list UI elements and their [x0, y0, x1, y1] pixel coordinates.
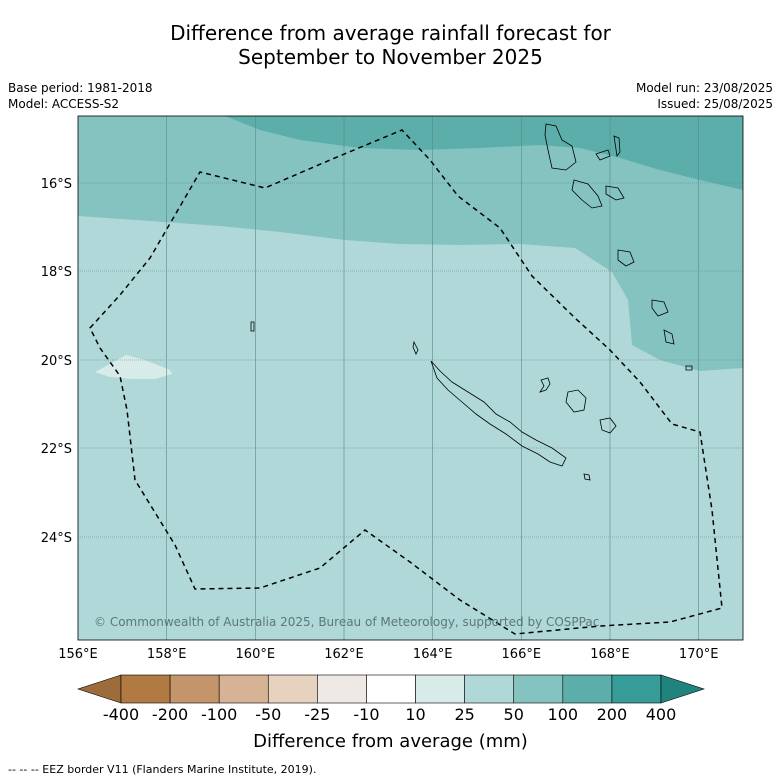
lon-label-166e: 166°E — [502, 647, 542, 662]
lon-label-158e: 158°E — [147, 647, 187, 662]
lon-label-164e: 164°E — [413, 647, 453, 662]
lat-label-16s: 16°S — [41, 177, 72, 192]
colorbar — [77, 674, 705, 704]
mare-island — [599, 417, 617, 434]
colorbar-swatch — [513, 674, 564, 704]
colorbar-title: Difference from average (mm) — [253, 731, 528, 752]
colorbar-swatch — [267, 674, 318, 704]
malekula-island — [571, 179, 603, 209]
colorbar-swatch — [120, 674, 171, 704]
epi-island — [605, 185, 625, 201]
new-caledonia-island — [430, 360, 567, 467]
lon-label-162e: 162°E — [324, 647, 364, 662]
lat-label-18s: 18°S — [41, 265, 72, 280]
ambrym-island — [595, 149, 611, 161]
lon-label-156e: 156°E — [58, 647, 98, 662]
model-name: Model: ACCESS-S2 — [8, 97, 120, 111]
colorbar-tick-label: -10 — [353, 705, 380, 724]
colorbar-swatch — [366, 674, 416, 704]
band-50-100 — [78, 116, 743, 371]
colorbar-swatch — [169, 674, 220, 704]
colorbar-tick-label: -100 — [201, 705, 238, 724]
lon-label-160e: 160°E — [236, 647, 276, 662]
colorbar-tick-label: -50 — [255, 705, 282, 724]
colorbar-extend-low — [77, 674, 122, 704]
band-100-200 — [225, 116, 743, 190]
colorbar-swatch — [562, 674, 613, 704]
aneityum-island — [685, 365, 693, 371]
base-period: Base period: 1981-2018 — [8, 81, 153, 95]
colorbar-tick-label: -25 — [304, 705, 331, 724]
colorbar-tick-label: 400 — [645, 705, 677, 724]
gridlines — [78, 116, 743, 640]
copyright-text: © Commonwealth of Australia 2025, Bureau… — [94, 615, 599, 629]
meta-left: Base period: 1981-2018 Model: ACCESS-S2 — [8, 80, 153, 112]
espiritu-santo-island — [544, 123, 577, 171]
colorbar-swatch — [464, 674, 515, 704]
eez-border — [89, 129, 723, 635]
colorbar-tick-label: 25 — [454, 705, 475, 724]
pentecost-island — [613, 135, 621, 158]
chesterfield-islet — [250, 321, 255, 332]
lifou-island — [565, 389, 587, 413]
colorbar-tick-label: 100 — [547, 705, 579, 724]
lon-label-168e: 168°E — [590, 647, 630, 662]
lon-label-170e: 170°E — [679, 647, 719, 662]
map-area — [78, 116, 743, 640]
colorbar-tick-label: 10 — [405, 705, 426, 724]
colorbar-tick-label: 200 — [596, 705, 628, 724]
lat-label-22s: 22°S — [41, 442, 72, 457]
lat-label-24s: 24°S — [41, 531, 72, 546]
colorbar-swatch — [317, 674, 367, 704]
lat-label-20s: 20°S — [41, 354, 72, 369]
map-title-line2: September to November 2025 — [238, 45, 543, 69]
colorbar-extend-high — [660, 674, 705, 704]
colorbar-swatch — [218, 674, 269, 704]
tanna-island — [663, 329, 675, 345]
ouvea-island — [539, 377, 551, 393]
band-10-25-patch — [95, 355, 172, 379]
model-run: Model run: 23/08/2025 — [635, 81, 773, 95]
colorbar-tick-label: -200 — [151, 705, 189, 724]
efate-island — [617, 249, 635, 267]
belep-islands — [412, 340, 419, 355]
eez-footnote: -- -- -- EEZ border V11 (Flanders Marine… — [8, 763, 317, 776]
map-frame — [77, 115, 744, 641]
colorbar-swatch — [415, 674, 465, 704]
colorbar-swatch — [611, 674, 662, 704]
issued-date: Issued: 25/08/2025 — [657, 97, 773, 111]
colorbar-tick-label: -400 — [102, 705, 140, 724]
colorbar-tick-label: 50 — [503, 705, 524, 724]
erromango-island — [651, 299, 669, 317]
meta-right: Model run: 23/08/2025 Issued: 25/08/2025 — [636, 80, 773, 112]
map-title-line1: Difference from average rainfall forecas… — [170, 21, 611, 45]
isle-of-pines — [583, 473, 591, 481]
